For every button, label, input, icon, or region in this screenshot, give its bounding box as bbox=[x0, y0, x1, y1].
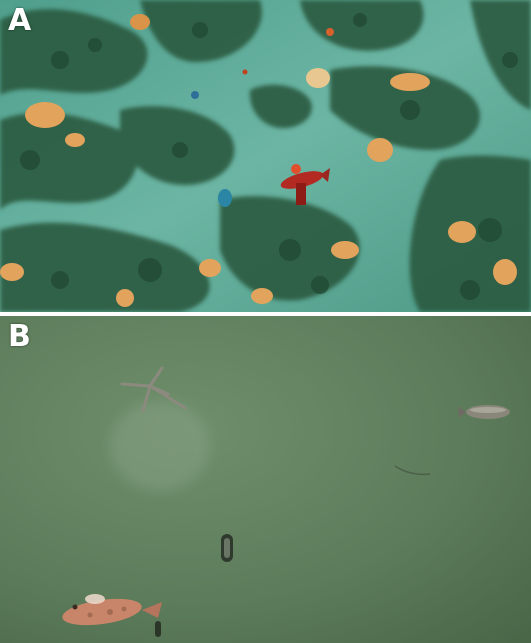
sea-cucumber bbox=[221, 534, 233, 562]
coral-texture bbox=[20, 13, 518, 300]
gorgonian-colonies bbox=[0, 14, 517, 307]
panel-a-label: A bbox=[8, 3, 32, 38]
panel-divider bbox=[0, 312, 531, 316]
red-rockfish bbox=[280, 164, 330, 205]
coral-rubble-patches bbox=[0, 0, 531, 312]
panel-a-photo bbox=[0, 0, 531, 312]
small-debris bbox=[155, 465, 431, 637]
brittle-star bbox=[120, 366, 187, 413]
sediment-background bbox=[0, 316, 531, 643]
panel-b-photo bbox=[0, 316, 531, 643]
panel-a: A bbox=[0, 0, 531, 312]
sediment-haze bbox=[110, 401, 210, 491]
panel-b-label: B bbox=[8, 319, 31, 354]
small-organisms bbox=[191, 28, 334, 207]
panel-b: B bbox=[0, 316, 531, 643]
fish-right bbox=[458, 405, 510, 419]
flatfish bbox=[62, 594, 162, 626]
